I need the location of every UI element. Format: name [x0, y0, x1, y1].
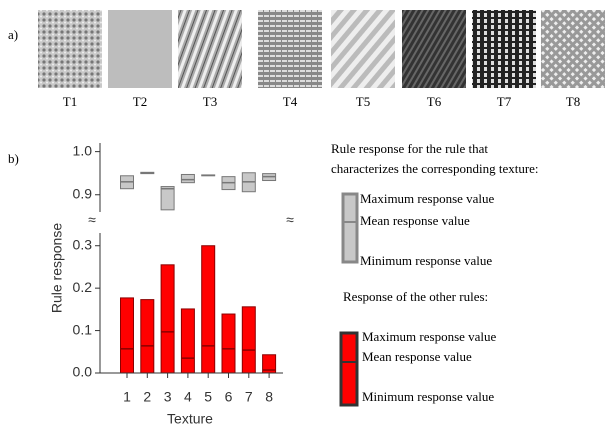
range-bar	[121, 298, 134, 373]
range-bar	[242, 307, 255, 373]
y-tick-label: 0.0	[73, 364, 93, 380]
x-tick-label: 1	[123, 389, 131, 405]
texture-image	[541, 10, 605, 88]
legend-swatch	[343, 194, 357, 262]
legend-heading: characterizes the corresponding texture:	[331, 161, 539, 176]
legend-swatch	[341, 333, 357, 405]
legend-heading: Response of the other rules:	[343, 289, 488, 304]
x-axis-label: Texture	[167, 411, 213, 427]
x-tick-label: 3	[164, 389, 172, 405]
y-tick-label: 0.1	[73, 321, 93, 337]
texture-image	[472, 10, 536, 88]
range-bar	[181, 309, 194, 373]
range-bar	[161, 265, 174, 373]
texture-image	[108, 10, 172, 88]
texture-image	[331, 10, 395, 88]
texture-label: T6	[427, 94, 442, 109]
x-tick-label: 2	[143, 389, 151, 405]
legend-label: Mean response value	[362, 349, 472, 364]
x-tick-label: 7	[245, 389, 253, 405]
legend-label: Maximum response value	[360, 191, 495, 206]
y-tick-label: 0.9	[73, 185, 93, 201]
x-tick-label: 8	[265, 389, 273, 405]
y-axis-label: Rule response	[49, 223, 65, 313]
texture-label: T4	[283, 94, 298, 109]
x-tick-label: 6	[225, 389, 233, 405]
legend-heading: Rule response for the rule that	[331, 141, 488, 156]
legend: Rule response for the rule that characte…	[331, 141, 539, 405]
range-bar	[222, 314, 235, 373]
texture-image	[402, 10, 466, 88]
range-bar	[161, 187, 174, 210]
texture-label: T5	[356, 94, 370, 109]
page: a) b) Rule response Texture ≈ ≈ Rule res…	[0, 0, 609, 433]
x-tick-label: 4	[184, 389, 192, 405]
texture-label: T3	[203, 94, 217, 109]
texture-image	[38, 10, 102, 88]
range-bar	[181, 174, 194, 182]
range-bar	[202, 246, 215, 373]
legend-label: Minimum response value	[360, 253, 492, 268]
x-tick-label: 5	[204, 389, 212, 405]
figure: a) b) Rule response Texture ≈ ≈ Rule res…	[0, 0, 609, 433]
texture-label: T1	[63, 94, 77, 109]
legend-label: Maximum response value	[362, 329, 497, 344]
texture-label: T8	[566, 94, 580, 109]
texture-tiles	[38, 10, 605, 88]
texture-image	[178, 10, 242, 88]
panel-label: b)	[8, 151, 19, 166]
y-tick-label: 1.0	[73, 142, 93, 158]
axis-break: ≈	[88, 212, 96, 228]
texture-label: T7	[497, 94, 512, 109]
y-tick-label: 0.3	[73, 236, 93, 252]
legend-label: Mean response value	[360, 213, 470, 228]
texture-image	[258, 10, 322, 88]
texture-label: T2	[133, 94, 147, 109]
panel-label: a)	[8, 27, 18, 42]
range-bar	[141, 300, 154, 373]
legend-label: Minimum response value	[362, 389, 494, 404]
axis-break: ≈	[286, 212, 294, 228]
y-tick-label: 0.2	[73, 279, 93, 295]
